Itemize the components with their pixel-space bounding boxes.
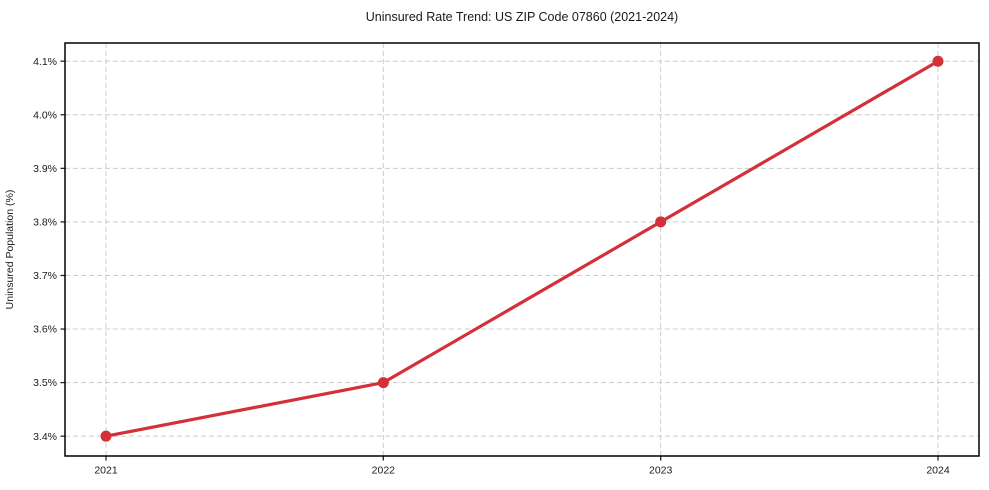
data-point-2023 [655, 216, 667, 228]
data-point-2022 [377, 377, 389, 389]
y-tick-label: 3.8% [33, 217, 57, 229]
data-point-2024 [932, 55, 944, 67]
chart-title: Uninsured Rate Trend: US ZIP Code 07860 … [366, 10, 678, 24]
x-tick-label: 2023 [649, 465, 673, 477]
trend-line [104, 59, 940, 438]
grid-layer [65, 43, 979, 456]
y-tick-label: 4.0% [33, 109, 57, 121]
y-tick-label: 3.5% [33, 377, 57, 389]
y-tick-label: 3.6% [33, 324, 57, 336]
axis-tick-layer: 3.4% 3.5% 3.6% 3.7% 3.8% 3.9% 4.0% 4.1% 2021 2022… [33, 56, 950, 477]
y-tick-label: 3.7% [33, 270, 57, 282]
x-tick-label: 2024 [926, 465, 950, 477]
y-tick-label: 3.9% [33, 163, 57, 175]
y-axis-label: Uninsured Population (%) [4, 190, 16, 310]
data-point-2021 [100, 430, 112, 442]
y-tick-label: 4.1% [33, 56, 57, 68]
series-layer [100, 55, 944, 442]
x-tick-label: 2021 [94, 465, 118, 477]
plot-border [64, 42, 980, 457]
x-tick-label: 2022 [372, 465, 396, 477]
y-tick-label: 3.4% [33, 431, 57, 443]
